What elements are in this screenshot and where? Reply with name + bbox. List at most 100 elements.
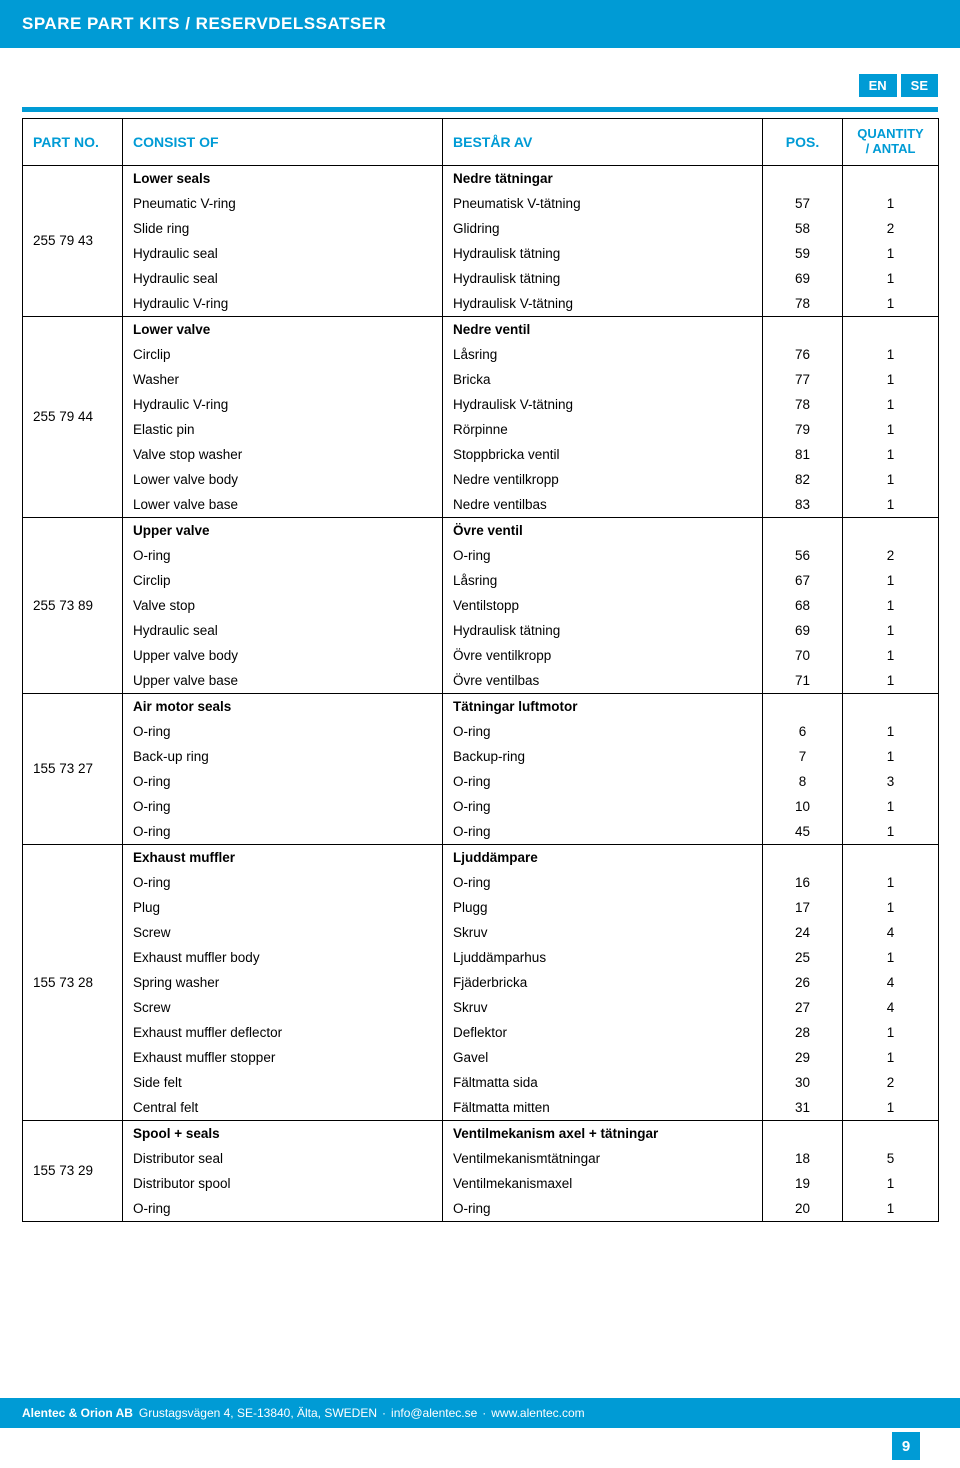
cell-qty: 1 xyxy=(843,719,939,744)
cell-en: O-ring xyxy=(123,1196,443,1222)
cell-en: Upper valve base xyxy=(123,668,443,694)
cell-pos: 67 xyxy=(763,568,843,593)
cell-pos: 76 xyxy=(763,342,843,367)
table-row: O-ringO-ring562 xyxy=(23,543,939,568)
cell-en: Upper valve body xyxy=(123,643,443,668)
cell-sv: Bricka xyxy=(443,367,763,392)
page-title-bar: SPARE PART KITS / RESERVDELSSATSER xyxy=(0,0,960,48)
cell-pos: 71 xyxy=(763,668,843,694)
col-bestar: BESTÅR AV xyxy=(443,119,763,166)
pos-cell xyxy=(763,693,843,719)
table-row: O-ringO-ring83 xyxy=(23,769,939,794)
cell-pos: 27 xyxy=(763,995,843,1020)
section-en: Upper valve xyxy=(123,517,443,543)
lang-se-tab[interactable]: SE xyxy=(901,74,938,97)
table-row: CirclipLåsring671 xyxy=(23,568,939,593)
table-row: Upper valve bodyÖvre ventilkropp701 xyxy=(23,643,939,668)
cell-sv: O-ring xyxy=(443,543,763,568)
table-row: WasherBricka771 xyxy=(23,367,939,392)
cell-pos: 6 xyxy=(763,719,843,744)
page-number-value: 9 xyxy=(902,1438,910,1455)
table-row: Slide ringGlidring582 xyxy=(23,216,939,241)
cell-sv: Ventilstopp xyxy=(443,593,763,618)
cell-qty: 1 xyxy=(843,367,939,392)
cell-sv: Låsring xyxy=(443,342,763,367)
cell-pos: 45 xyxy=(763,819,843,845)
cell-sv: Pneumatisk V-tätning xyxy=(443,191,763,216)
cell-qty: 1 xyxy=(843,291,939,317)
cell-sv: Nedre ventilbas xyxy=(443,492,763,518)
lang-en-label: EN xyxy=(869,78,887,93)
qty-cell xyxy=(843,844,939,870)
table-row: 155 73 29Spool + sealsVentilmekanism axe… xyxy=(23,1120,939,1146)
cell-pos: 20 xyxy=(763,1196,843,1222)
cell-en: O-ring xyxy=(123,870,443,895)
cell-sv: Skruv xyxy=(443,995,763,1020)
parts-table: PART NO. CONSIST OF BESTÅR AV POS. QUANT… xyxy=(22,118,939,1222)
section-en: Exhaust muffler xyxy=(123,844,443,870)
lang-en-tab[interactable]: EN xyxy=(859,74,897,97)
table-row: PlugPlugg171 xyxy=(23,895,939,920)
qty-cell xyxy=(843,1120,939,1146)
table-row: O-ringO-ring161 xyxy=(23,870,939,895)
language-row: EN SE xyxy=(0,74,960,97)
qty-cell xyxy=(843,165,939,191)
cell-sv: Hydraulisk V-tätning xyxy=(443,392,763,417)
cell-en: Exhaust muffler stopper xyxy=(123,1045,443,1070)
cell-en: Hydraulic seal xyxy=(123,618,443,643)
cell-en: Lower valve base xyxy=(123,492,443,518)
partno-cell: 155 73 28 xyxy=(23,844,123,1120)
cell-sv: Backup-ring xyxy=(443,744,763,769)
cell-sv: O-ring xyxy=(443,769,763,794)
cell-qty: 4 xyxy=(843,920,939,945)
pos-cell xyxy=(763,1120,843,1146)
cell-en: Hydraulic V-ring xyxy=(123,392,443,417)
partno-cell: 255 79 44 xyxy=(23,316,123,517)
footer-address: Grustagsvägen 4, SE-13840, Älta, SWEDEN xyxy=(139,1406,377,1420)
cell-en: Circlip xyxy=(123,568,443,593)
cell-pos: 81 xyxy=(763,442,843,467)
pos-cell xyxy=(763,844,843,870)
cell-qty: 1 xyxy=(843,668,939,694)
cell-pos: 58 xyxy=(763,216,843,241)
cell-en: Exhaust muffler body xyxy=(123,945,443,970)
cell-en: Hydraulic seal xyxy=(123,241,443,266)
page-title: SPARE PART KITS / RESERVDELSSATSER xyxy=(22,14,386,33)
table-row: Exhaust muffler deflectorDeflektor281 xyxy=(23,1020,939,1045)
cell-qty: 1 xyxy=(843,417,939,442)
cell-sv: Låsring xyxy=(443,568,763,593)
table-header-row: PART NO. CONSIST OF BESTÅR AV POS. QUANT… xyxy=(23,119,939,166)
table-row: Side feltFältmatta sida302 xyxy=(23,1070,939,1095)
table-row: Central feltFältmatta mitten311 xyxy=(23,1095,939,1121)
section-sv: Övre ventil xyxy=(443,517,763,543)
section-en: Lower valve xyxy=(123,316,443,342)
cell-sv: Hydraulisk tätning xyxy=(443,266,763,291)
cell-sv: Rörpinne xyxy=(443,417,763,442)
section-sv: Nedre ventil xyxy=(443,316,763,342)
cell-sv: Ljuddämparhus xyxy=(443,945,763,970)
cell-en: Washer xyxy=(123,367,443,392)
cell-qty: 1 xyxy=(843,895,939,920)
cell-pos: 57 xyxy=(763,191,843,216)
cell-qty: 4 xyxy=(843,970,939,995)
pos-cell xyxy=(763,165,843,191)
cell-en: Distributor spool xyxy=(123,1171,443,1196)
section-en: Spool + seals xyxy=(123,1120,443,1146)
cell-sv: Gavel xyxy=(443,1045,763,1070)
cell-sv: Övre ventilbas xyxy=(443,668,763,694)
cell-qty: 1 xyxy=(843,392,939,417)
table-row: Valve stopVentilstopp681 xyxy=(23,593,939,618)
col-consist: CONSIST OF xyxy=(123,119,443,166)
table-row: Valve stop washerStoppbricka ventil811 xyxy=(23,442,939,467)
cell-en: Spring washer xyxy=(123,970,443,995)
cell-sv: O-ring xyxy=(443,1196,763,1222)
cell-pos: 18 xyxy=(763,1146,843,1171)
cell-sv: Fjäderbricka xyxy=(443,970,763,995)
cell-en: Hydraulic V-ring xyxy=(123,291,443,317)
cell-sv: Deflektor xyxy=(443,1020,763,1045)
cell-pos: 83 xyxy=(763,492,843,518)
pos-cell xyxy=(763,517,843,543)
cell-pos: 79 xyxy=(763,417,843,442)
section-sv: Tätningar luftmotor xyxy=(443,693,763,719)
cell-pos: 59 xyxy=(763,241,843,266)
